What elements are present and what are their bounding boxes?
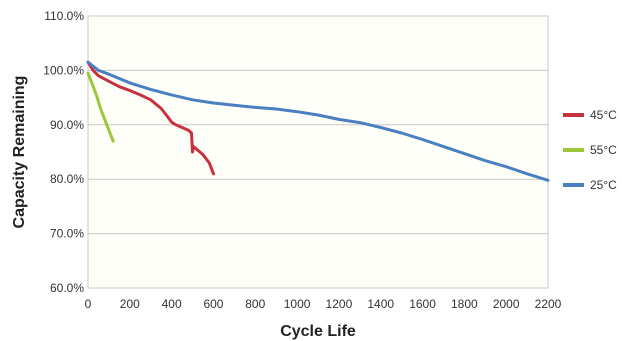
x-tick-label: 200: [120, 297, 140, 311]
x-tick-label: 800: [245, 297, 265, 311]
y-tick-label: 100.0%: [43, 63, 84, 77]
series-line-55C: [86, 71, 115, 143]
x-tick-label: 600: [203, 297, 223, 311]
x-tick-label: 1600: [409, 297, 436, 311]
legend: 45°C 55°C 25°C: [563, 108, 617, 192]
series-lines: [86, 60, 550, 182]
x-tick-label: 1400: [367, 297, 394, 311]
y-tick-label: 90.0%: [50, 118, 84, 132]
y-tick-label: 80.0%: [50, 172, 84, 186]
y-tick-label: 110.0%: [44, 9, 84, 23]
x-tick-label: 1800: [451, 297, 478, 311]
y-tick-label: 60.0%: [50, 281, 84, 295]
plot-area: [87, 15, 549, 289]
x-tick-label: 0: [85, 297, 92, 311]
legend-label-55C: 55°C: [590, 143, 617, 157]
x-axis-ticks: 0 200 400 600 800 1000 1200 1400 1600 1800 2000 220…: [85, 297, 562, 311]
legend-label-45C: 45°C: [590, 108, 617, 122]
x-axis-title: Cycle Life: [280, 323, 356, 340]
x-tick-label: 1200: [326, 297, 353, 311]
x-tick-label: 1000: [284, 297, 311, 311]
y-axis-title: Capacity Remaining: [11, 76, 28, 229]
y-tick-label: 70.0%: [50, 227, 84, 241]
grid-lines: [88, 69, 548, 235]
series-line-25C: [86, 60, 550, 182]
legend-label-25C: 25°C: [590, 178, 617, 192]
series-line-45C: [86, 60, 215, 176]
x-tick-label: 2000: [493, 297, 520, 311]
y-axis-ticks: 60.0% 70.0% 80.0% 90.0% 100.0% 110.0%: [43, 9, 84, 295]
x-tick-label: 2200: [535, 297, 562, 311]
x-tick-label: 400: [162, 297, 182, 311]
